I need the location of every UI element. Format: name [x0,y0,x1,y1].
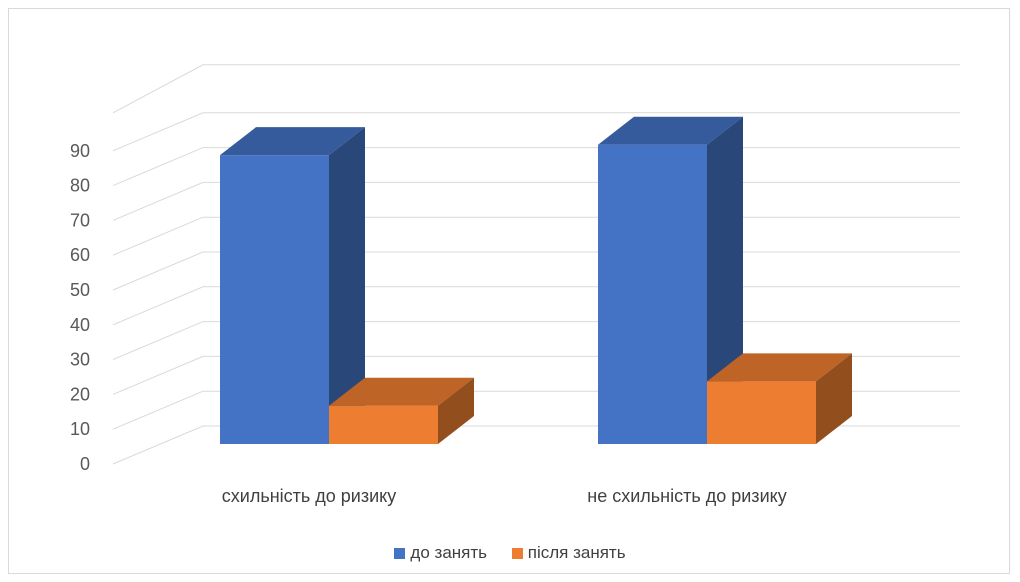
y-tick-label: 70 [70,210,90,230]
y-tick-label: 50 [70,280,90,300]
bar-side [438,377,474,444]
x-category-label: не схильність до ризику [587,486,786,506]
legend-item-series-1: до занять [394,543,487,563]
legend-swatch-series-1 [394,547,406,559]
bar-front [220,155,329,444]
gridline [112,112,960,152]
bar-top [598,116,743,145]
legend-item-series-2: після занять [511,543,626,563]
bar-front [598,144,707,444]
y-tick-label: 60 [70,245,90,265]
legend-label-series-2: після занять [527,543,626,562]
bar-front [707,381,816,444]
bar-top [707,353,852,382]
y-tick-label: 10 [70,419,90,439]
bar-top [329,377,474,406]
y-tick-label: 30 [70,350,90,370]
legend-swatch-series-2 [511,547,523,559]
y-tick-label: 20 [70,384,90,404]
gridline [112,64,960,114]
bar-side [816,353,852,444]
y-tick-label: 80 [70,176,90,196]
bar-side [329,127,365,444]
y-tick-label: 40 [70,315,90,335]
y-tick-label: 90 [70,141,90,161]
y-tick-label: 0 [80,454,90,474]
chart-area [8,8,1010,574]
bar-top [220,127,365,156]
x-category-label: схильність до ризику [222,486,396,506]
legend: до занять після занять [0,543,1020,564]
bar-front [329,405,438,444]
legend-label-series-1: до занять [410,543,488,562]
